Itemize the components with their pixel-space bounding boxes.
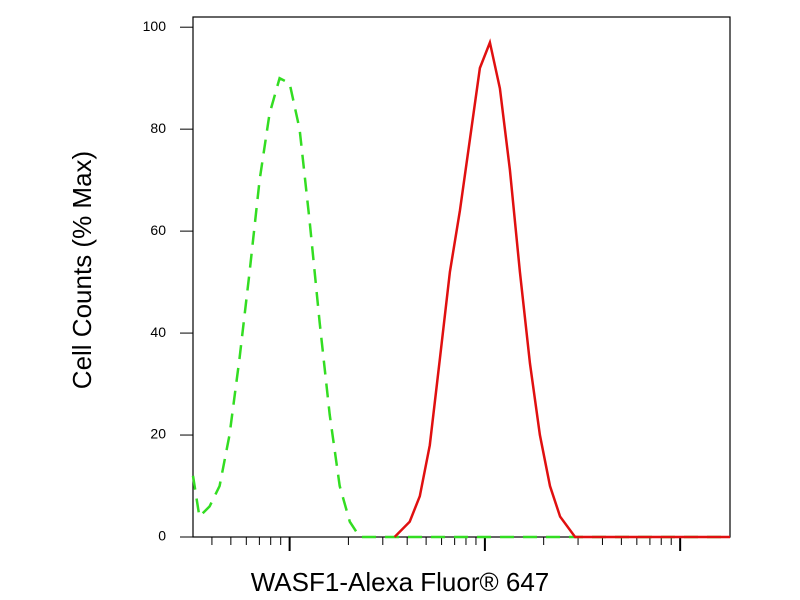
histogram-line bbox=[393, 38, 730, 539]
y-tick-label: 60 bbox=[150, 222, 166, 238]
x-axis-label: WASF1-Alexa Fluor® 647 bbox=[251, 567, 550, 597]
y-tick-label: 0 bbox=[158, 528, 166, 544]
y-axis-label: Cell Counts (% Max) bbox=[67, 151, 97, 389]
histogram-line bbox=[191, 76, 730, 539]
y-tick-label: 20 bbox=[150, 426, 166, 442]
y-tick-label: 40 bbox=[150, 324, 166, 340]
y-tick-label: 100 bbox=[143, 18, 167, 34]
y-tick-label: 80 bbox=[150, 120, 166, 136]
